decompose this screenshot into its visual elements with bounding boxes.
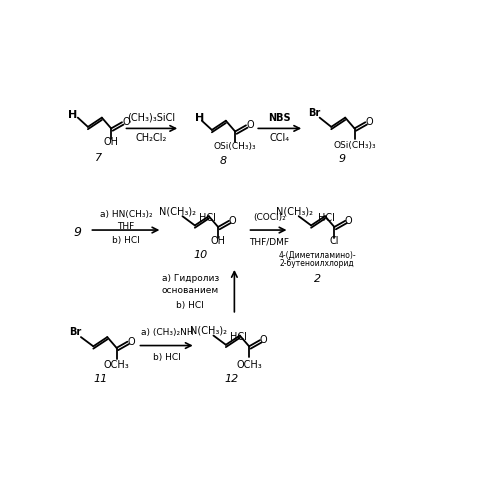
Text: 8: 8 [220,156,227,166]
Text: 4-(Диметиламино)-: 4-(Диметиламино)- [278,250,356,259]
Text: (CH₃)₃SiCl: (CH₃)₃SiCl [127,113,176,123]
Text: b) HCl: b) HCl [153,353,181,362]
Text: 2-бутеноилхлорид: 2-бутеноилхлорид [280,259,355,268]
Text: b) HCl: b) HCl [112,236,140,245]
Text: CH₂Cl₂: CH₂Cl₂ [136,133,167,143]
Text: N(CH₃)₂: N(CH₃)₂ [159,207,196,217]
Text: OSi(CH₃)₃: OSi(CH₃)₃ [214,142,256,151]
Text: OH: OH [211,236,226,246]
Text: OH: OH [104,137,119,147]
Text: 11: 11 [94,374,108,384]
Text: OSi(CH₃)₃: OSi(CH₃)₃ [333,141,376,150]
Text: O: O [122,117,130,127]
Text: Cl: Cl [330,236,339,246]
Text: 7: 7 [95,153,102,163]
Text: OCH₃: OCH₃ [236,360,262,370]
Text: основанием: основанием [162,285,219,294]
Text: Br: Br [70,327,82,337]
Text: a) HN(CH₃)₂: a) HN(CH₃)₂ [99,210,152,219]
Text: THF/DMF: THF/DMF [249,238,289,247]
Text: H: H [195,113,204,123]
Text: NBS: NBS [268,113,290,123]
Text: N(CH₃)₂: N(CH₃)₂ [190,326,228,336]
Text: 10: 10 [194,250,208,259]
Text: Br: Br [308,108,320,118]
Text: a) Гидролиз: a) Гидролиз [162,274,219,283]
Text: N(CH₃)₂: N(CH₃)₂ [276,207,312,217]
Text: OCH₃: OCH₃ [104,360,130,370]
Text: O: O [259,335,267,345]
Text: HCl: HCl [230,332,247,342]
Text: H: H [68,110,77,120]
Text: O: O [128,337,135,347]
Text: 2: 2 [314,274,321,284]
Text: 9: 9 [73,226,81,239]
Text: 9: 9 [338,154,346,164]
Text: CCl₄: CCl₄ [269,133,289,143]
Text: b) HCl: b) HCl [176,301,204,310]
Text: (COCl)₂: (COCl)₂ [253,213,286,222]
Text: 12: 12 [225,374,239,384]
Text: O: O [345,216,352,226]
Text: a) (CH₃)₂NH: a) (CH₃)₂NH [141,328,193,337]
Text: O: O [228,216,236,226]
Text: THF: THF [117,222,134,231]
Text: O: O [246,120,254,130]
Text: HCl: HCl [199,213,216,223]
Text: HCl: HCl [318,213,335,223]
Text: O: O [365,117,373,127]
